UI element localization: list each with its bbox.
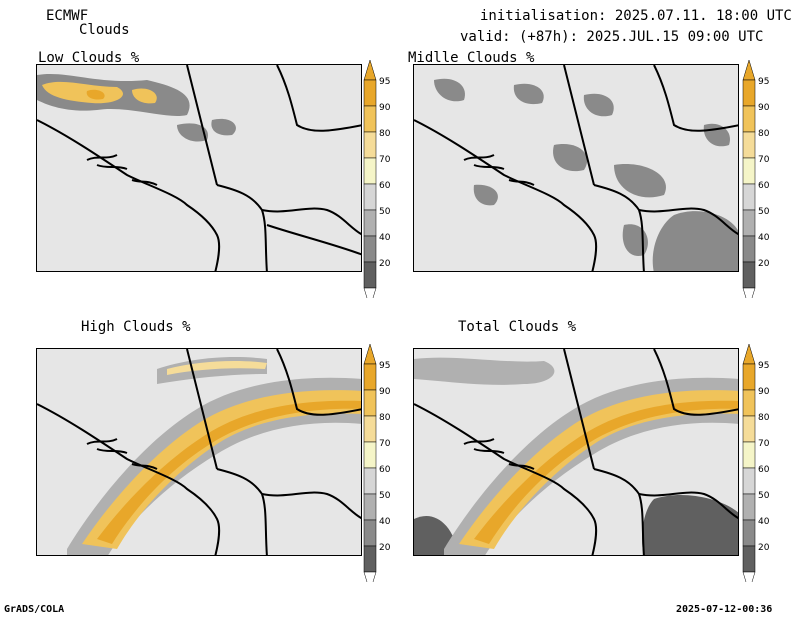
colorbar-tick-label: 90 (379, 103, 391, 113)
colorbar-tick-label: 95 (758, 361, 769, 371)
colorbar-tick-label: 90 (379, 387, 391, 397)
colorbar-segment (742, 519, 756, 547)
colorbar-segment (363, 261, 377, 289)
colorbar-tick-label: 80 (379, 129, 391, 139)
colorbar-tick-label: 20 (758, 543, 770, 553)
colorbar-tick-label: 40 (758, 233, 770, 243)
colorbar-segment (742, 545, 756, 573)
colorbar-arrow-top (742, 59, 756, 81)
product-name: Clouds (79, 22, 130, 38)
colorbar-tick-label: 60 (758, 465, 770, 475)
colorbar-arrow-top (363, 59, 377, 81)
colorbar-segment (742, 79, 756, 107)
colorbar-segment (363, 183, 377, 211)
panel-title-high: High Clouds % (81, 319, 191, 335)
colorbar-tick-label: 80 (758, 129, 770, 139)
colorbar-segment (363, 519, 377, 547)
valid-time: valid: (+87h): 2025.JUL.15 09:00 UTC (460, 29, 764, 45)
colorbar-middle: 95 90 80 70 60 50 40 20 (741, 58, 781, 298)
colorbar-tick-label: 95 (379, 361, 390, 371)
colorbar-high: 95 90 80 70 60 50 40 20 (362, 342, 402, 582)
colorbar-segment (742, 389, 756, 417)
colorbar-tick-label: 50 (758, 491, 770, 501)
colorbar-tick-label: 20 (379, 259, 391, 269)
colorbar-segment (742, 441, 756, 469)
colorbar-tick-label: 70 (758, 439, 770, 449)
colorbar-segment (742, 131, 756, 159)
map-middle-clouds (413, 64, 739, 272)
colorbar-segment (363, 545, 377, 573)
colorbar-tick-label: 20 (758, 259, 770, 269)
colorbar-segment (742, 467, 756, 495)
map-high-clouds (36, 348, 362, 556)
colorbar-tick-label: 40 (758, 517, 770, 527)
map-low-clouds (36, 64, 362, 272)
colorbar-tick-label: 50 (758, 207, 770, 217)
colorbar-arrow-bottom (742, 571, 756, 582)
colorbar-segment (363, 209, 377, 237)
colorbar-segment (363, 131, 377, 159)
colorbar-segment (742, 235, 756, 263)
colorbar-tick-label: 95 (379, 77, 390, 87)
colorbar-segment (363, 363, 377, 391)
init-time: initialisation: 2025.07.11. 18:00 UTC (480, 8, 792, 24)
colorbar-segment (742, 209, 756, 237)
colorbar-segment (363, 157, 377, 185)
map-total-clouds (413, 348, 739, 556)
colorbar-segment (363, 105, 377, 133)
colorbar-tick-label: 50 (379, 491, 391, 501)
model-name: ECMWF (46, 8, 89, 24)
colorbar-segment (742, 415, 756, 443)
colorbar-tick-label: 40 (379, 517, 391, 527)
colorbar-arrow-top (742, 343, 756, 365)
footer-source: GrADS/COLA (4, 604, 65, 615)
colorbar-segment (363, 235, 377, 263)
colorbar-tick-label: 70 (758, 155, 770, 165)
colorbar-segment (742, 183, 756, 211)
colorbar-tick-label: 60 (379, 465, 391, 475)
colorbar-tick-label: 90 (758, 103, 770, 113)
colorbar-arrow-bottom (363, 287, 377, 298)
colorbar-segment (742, 105, 756, 133)
colorbar-segment (363, 493, 377, 521)
colorbar-total: 95 90 80 70 60 50 40 20 (741, 342, 781, 582)
colorbar-segment (363, 441, 377, 469)
colorbar-tick-label: 60 (379, 181, 391, 191)
colorbar-tick-label: 90 (758, 387, 770, 397)
colorbar-segment (742, 261, 756, 289)
colorbar-arrow-top (363, 343, 377, 365)
panel-title-middle: Midlle Clouds % (408, 50, 535, 66)
colorbar-tick-label: 70 (379, 155, 391, 165)
colorbar-tick-label: 95 (758, 77, 769, 87)
colorbar-arrow-bottom (742, 287, 756, 298)
colorbar-tick-label: 60 (758, 181, 770, 191)
colorbar-tick-label: 20 (379, 543, 391, 553)
colorbar-segment (363, 415, 377, 443)
colorbar-segment (363, 389, 377, 417)
colorbar-tick-label: 40 (379, 233, 391, 243)
panel-title-total: Total Clouds % (458, 319, 577, 335)
footer-timestamp: 2025-07-12-00:36 (676, 604, 773, 615)
colorbar-arrow-bottom (363, 571, 377, 582)
colorbar-tick-label: 50 (379, 207, 391, 217)
panel-title-low: Low Clouds % (38, 50, 140, 66)
colorbar-tick-label: 80 (758, 413, 770, 423)
colorbar-segment (742, 493, 756, 521)
colorbar-segment (742, 157, 756, 185)
colorbar-tick-label: 70 (379, 439, 391, 449)
colorbar-segment (363, 467, 377, 495)
colorbar-tick-label: 80 (379, 413, 391, 423)
colorbar-segment (363, 79, 377, 107)
colorbar-low: 95 90 80 70 60 50 40 20 (362, 58, 402, 298)
colorbar-segment (742, 363, 756, 391)
